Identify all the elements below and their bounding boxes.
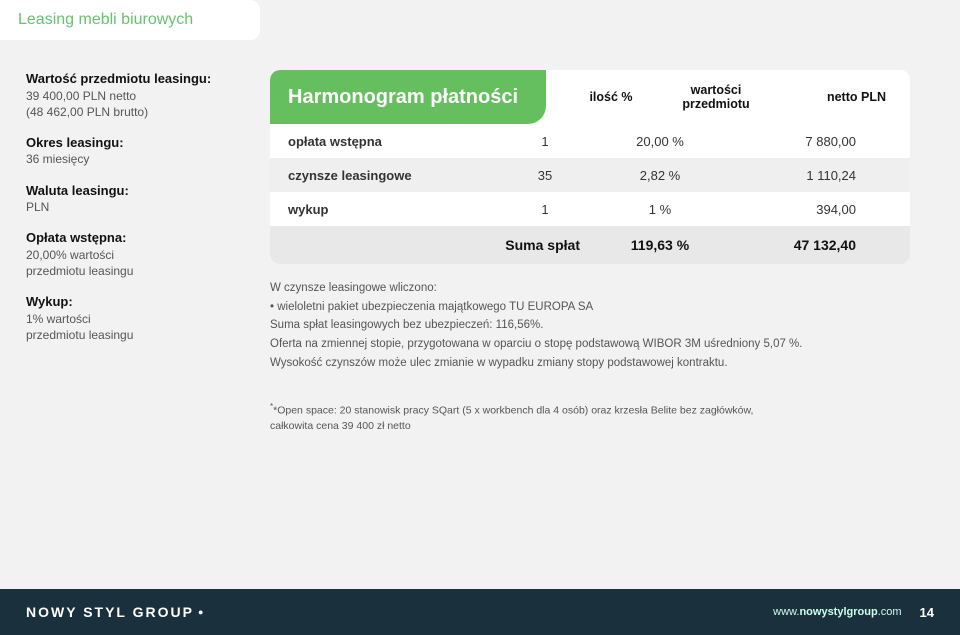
url-bold: nowystylgroup <box>799 606 877 618</box>
table-row: wykup 1 1 % 394,00 <box>270 192 910 226</box>
title-bar: Leasing mebli biurowych <box>0 0 260 40</box>
footnote: **Open space: 20 stanowisk pracy SQart (… <box>270 401 910 433</box>
notes-line: Wysokość czynszów może ulec zmianie w wy… <box>270 355 910 372</box>
row-cell: 20,00 % <box>590 134 730 149</box>
url-prefix: www. <box>773 606 799 618</box>
sidebar-hdr: Waluta leasingu: <box>26 182 236 200</box>
brand-dot-icon: ● <box>198 607 205 617</box>
notes: W czynsze leasingowe wliczono: • wielole… <box>270 280 910 371</box>
col-header-ilosc: ilość % <box>566 90 656 104</box>
sidebar-block-wykup: Wykup: 1% wartości przedmiotu leasingu <box>26 293 236 343</box>
row-cell: 1 <box>500 202 590 217</box>
footer: NOWY STYL GROUP ● www.nowystylgroup.com 1… <box>0 589 960 635</box>
sidebar-block-okres: Okres leasingu: 36 miesięcy <box>26 134 236 168</box>
sum-cell: 47 132,40 <box>730 237 880 253</box>
row-cell: 7 880,00 <box>730 134 880 149</box>
main: Harmonogram płatności ilość % wartości p… <box>270 70 910 433</box>
page: Leasing mebli biurowych Wartość przedmio… <box>0 0 960 635</box>
brand-logo: NOWY STYL GROUP ● <box>26 604 205 620</box>
sidebar-hdr: Okres leasingu: <box>26 134 236 152</box>
sum-label: Suma spłat <box>270 237 590 253</box>
footer-right: www.nowystylgroup.com 14 <box>773 605 934 620</box>
row-cell: 394,00 <box>730 202 880 217</box>
brand-text: NOWY STYL GROUP <box>26 604 194 620</box>
sidebar-val: 36 miesięcy <box>26 151 236 167</box>
sidebar-val: PLN <box>26 199 236 215</box>
page-title: Leasing mebli biurowych <box>18 11 193 29</box>
col-header-wartosci: wartości przedmiotu <box>656 83 776 112</box>
row-cell: 1 % <box>590 202 730 217</box>
row-cell: 35 <box>500 168 590 183</box>
row-cell: 2,82 % <box>590 168 730 183</box>
sidebar-val: 1% wartości <box>26 311 236 327</box>
table-row: opłata wstępna 1 20,00 % 7 880,00 <box>270 124 910 158</box>
col-header-netto: netto PLN <box>776 90 886 104</box>
sidebar-hdr: Wartość przedmiotu leasingu: <box>26 70 236 88</box>
payment-table: Harmonogram płatności ilość % wartości p… <box>270 70 910 264</box>
sidebar-val: przedmiotu leasingu <box>26 263 236 279</box>
notes-line: Oferta na zmiennej stopie, przygotowana … <box>270 336 910 353</box>
table-column-headers: ilość % wartości przedmiotu netto PLN <box>546 70 910 124</box>
notes-line: Suma spłat leasingowych bez ubezpieczeń:… <box>270 317 910 334</box>
sidebar-val: (48 462,00 PLN brutto) <box>26 104 236 120</box>
table-title: Harmonogram płatności <box>270 70 546 124</box>
footnote-text: *Open space: 20 stanowisk pracy SQart (5… <box>273 405 753 417</box>
sidebar-block-wartosc: Wartość przedmiotu leasingu: 39 400,00 P… <box>26 70 236 120</box>
row-cell: 1 110,24 <box>730 168 880 183</box>
row-cell: 1 <box>500 134 590 149</box>
sidebar-hdr: Wykup: <box>26 293 236 311</box>
footnote-line: **Open space: 20 stanowisk pracy SQart (… <box>270 401 910 418</box>
row-label: opłata wstępna <box>270 134 500 149</box>
notes-line: • wieloletni pakiet ubezpieczenia majątk… <box>270 299 910 316</box>
row-label: wykup <box>270 202 500 217</box>
sidebar-block-waluta: Waluta leasingu: PLN <box>26 182 236 216</box>
sidebar-hdr: Opłata wstępna: <box>26 229 236 247</box>
notes-line: W czynsze leasingowe wliczono: <box>270 280 910 297</box>
footer-url: www.nowystylgroup.com <box>773 606 901 618</box>
table-header-row: Harmonogram płatności ilość % wartości p… <box>270 70 910 124</box>
sidebar-val: 20,00% wartości <box>26 247 236 263</box>
url-suffix: .com <box>878 606 902 618</box>
row-label: czynsze leasingowe <box>270 168 500 183</box>
page-number: 14 <box>920 605 934 620</box>
table-sum-row: Suma spłat 119,63 % 47 132,40 <box>270 226 910 264</box>
table-row: czynsze leasingowe 35 2,82 % 1 110,24 <box>270 158 910 192</box>
footnote-line: całkowita cena 39 400 zł netto <box>270 419 910 434</box>
sidebar-val: przedmiotu leasingu <box>26 327 236 343</box>
sum-cell: 119,63 % <box>590 237 730 253</box>
sidebar: Wartość przedmiotu leasingu: 39 400,00 P… <box>26 70 236 357</box>
sidebar-val: 39 400,00 PLN netto <box>26 88 236 104</box>
sidebar-block-oplata: Opłata wstępna: 20,00% wartości przedmio… <box>26 229 236 279</box>
